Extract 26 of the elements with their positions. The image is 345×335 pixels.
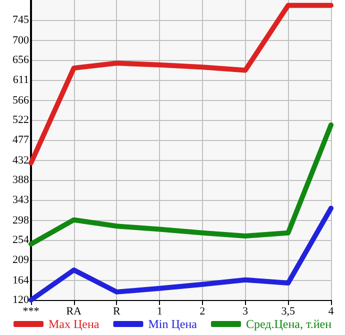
y-tick-label: 209 [12,254,30,266]
x-tick-label: RA [66,306,82,318]
legend-label: Min Цена [148,317,198,331]
y-tick-label: 120 [12,294,30,306]
x-tick-label: 3 [242,306,249,318]
y-tick-label: 745 [12,14,30,26]
y-tick-label: 254 [12,234,30,246]
y-tick-label: 566 [12,94,30,106]
y-tick-label: 388 [12,174,30,186]
x-tick-label: *** [22,306,40,318]
y-tick-label: 611 [12,74,29,86]
legend-label: Сред.Цена, т.йен [246,317,332,331]
x-tick-label: 3,5 [281,306,296,318]
legend-label: Max Цена [48,317,100,331]
y-tick-label: 343 [12,194,30,206]
y-tick-label: 477 [12,134,30,146]
x-tick-label: 2 [200,306,206,318]
y-tick-label: 298 [12,214,30,226]
y-tick-label: 432 [12,154,29,166]
x-tick-label: 4 [328,306,334,318]
y-tick-label: 700 [12,34,30,46]
x-tick-label: 1 [156,306,162,318]
y-tick-label: 656 [12,54,30,66]
y-tick-label: 164 [12,274,30,286]
x-tick-label: R [113,306,122,318]
y-tick-label: 522 [12,114,29,126]
